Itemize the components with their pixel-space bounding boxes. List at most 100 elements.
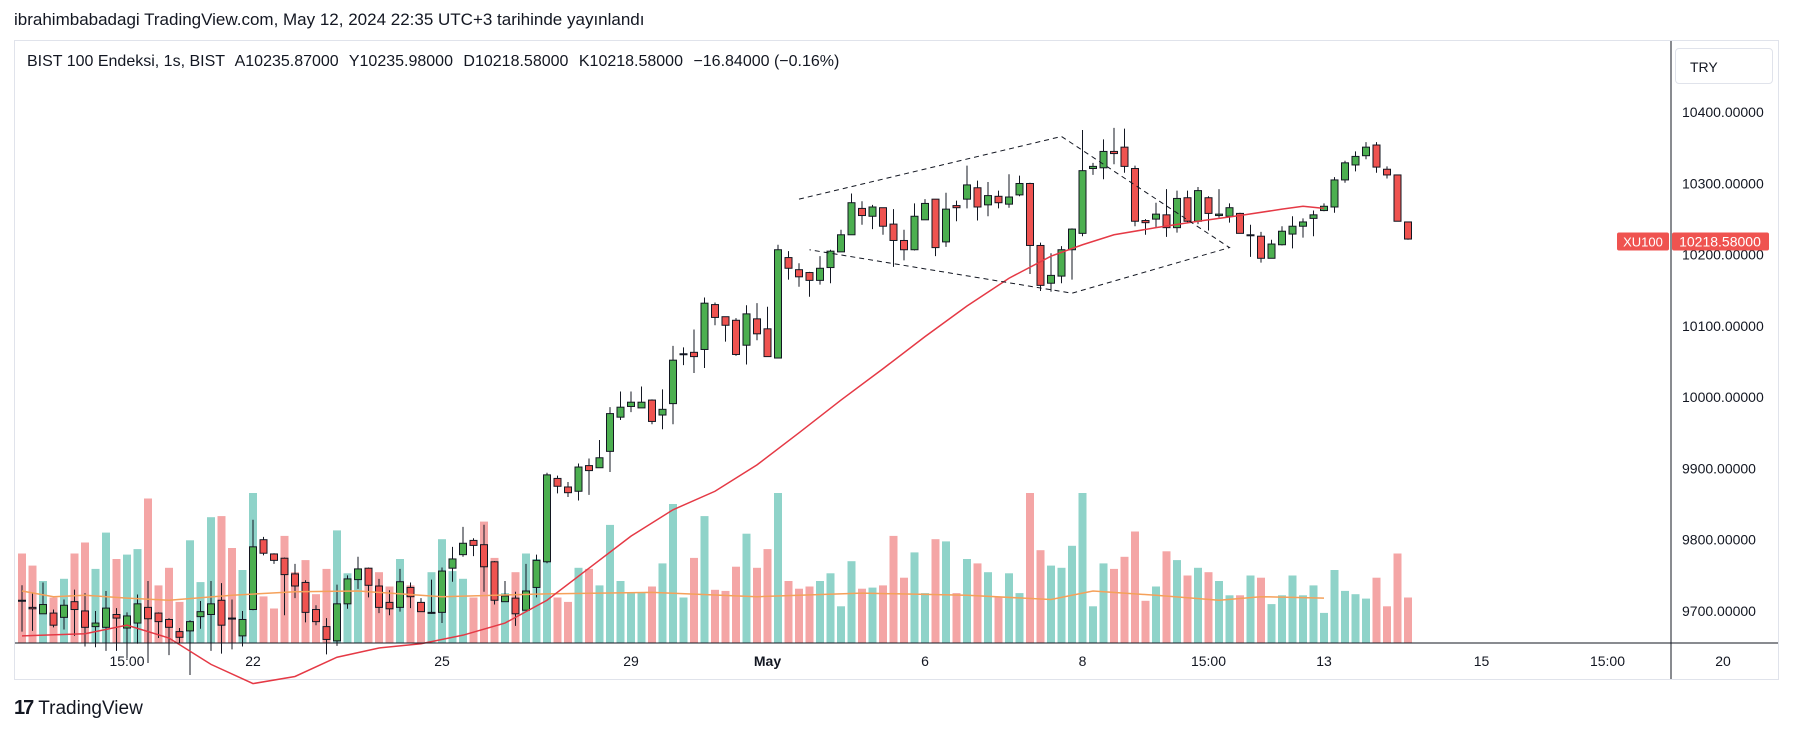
candle-body [753,318,761,335]
volume-bar [501,593,509,643]
volume-bar [942,541,950,643]
volume-bar [837,606,845,643]
symbol-tag-label: XU100 [1623,234,1663,249]
candle-body [616,406,625,418]
candle-body [438,570,446,613]
candle-body [60,604,68,618]
volume-bar [1173,560,1181,643]
volume-bar [963,559,971,643]
volume-bar [816,581,824,643]
volume-bar [1141,600,1150,643]
candle-body [49,612,58,626]
volume-bar [1330,570,1339,643]
volume-bar [448,571,457,643]
candle-body [1257,235,1265,259]
volume-bar [616,581,625,643]
volume-bar [994,597,1003,643]
volume-bar [784,581,793,643]
candle-body [249,546,257,611]
price-tick-label: 10200.00000 [1682,247,1764,263]
candle-body [1078,170,1087,234]
candle-body [81,610,89,628]
volume-bar [627,593,635,643]
volume-bar [585,568,593,643]
volume-bar [1404,597,1412,643]
candle-body [385,601,394,610]
candle-body [595,457,604,469]
candle-body [1383,168,1391,176]
volume-ma-line [21,590,1325,602]
legend-high-value: 10235.98000 [359,53,453,70]
price-tick-label: 10300.00000 [1682,175,1764,191]
volume-bar [826,573,835,643]
legend-high-label: Y [348,53,360,70]
price-tick-label: 10100.00000 [1682,318,1764,334]
candle-body [1267,243,1276,259]
legend-symbol[interactable]: BIST 100 Endeksi, 1s, BIST [27,53,226,70]
candle-body [1110,150,1118,155]
volume-bar [1257,577,1265,643]
candle-body [1026,182,1034,246]
volume-bar [217,516,226,643]
price-tick-label: 9800.00000 [1682,532,1756,548]
volume-bar [259,596,268,643]
candle-body [39,604,47,615]
volume-bar [1120,556,1129,643]
volume-bar [952,593,961,643]
volume-bar [1015,593,1024,643]
candle-body [700,302,709,350]
candle-body [91,622,100,628]
volume-bar [1110,568,1118,643]
last-price-label: 10218.58000 [1679,233,1761,249]
volume-bar [879,585,887,643]
legend-close: K10218.58000 [579,53,683,70]
candle-body [375,585,383,608]
currency-button[interactable]: TRY [1675,48,1773,84]
tradingview-logo-icon: 17 [14,697,34,719]
candle-body [511,597,520,615]
candle-body [259,539,268,554]
tradingview-logo[interactable]: 17 TradingView [14,697,143,720]
price-tick-label: 10400.00000 [1682,104,1764,120]
volume-bar [574,567,583,643]
candle-body [805,272,814,281]
volume-bar [291,572,299,643]
candle-body [532,559,541,588]
volume-bar [1320,612,1328,643]
volume-bar [1162,551,1171,643]
moving-average-line [21,205,1325,685]
volume-bar [910,552,919,643]
volume-bar [984,572,992,643]
candle-body [1089,165,1097,170]
candle-body [1036,244,1045,286]
candle-body [1120,146,1129,167]
candle-body [427,611,436,614]
volume-bar [847,561,856,643]
candle-body [1215,213,1223,217]
chart-frame [14,40,1779,680]
symbol-tag-box [1617,232,1669,251]
candle-body [1330,179,1339,208]
volume-bar [889,535,898,643]
volume-bar [144,498,152,643]
candle-body [1141,220,1150,224]
volume-bar [721,590,730,643]
volume-bar [700,516,709,643]
candle-body [784,257,793,269]
volume-bar [1183,575,1192,643]
volume-bar [175,601,184,643]
time-tick-label: 15:00 [109,653,144,669]
last-price-box [1672,232,1769,251]
candle-body [228,617,236,620]
candle-body [711,304,719,318]
candle-layer [18,127,1412,676]
volume-bar [1236,595,1244,643]
volume-bar [532,559,541,643]
price-tick-label: 10000.00000 [1682,389,1764,405]
candle-body [1204,197,1213,214]
volume-bar [1005,573,1013,643]
candle-body [1372,144,1381,168]
candle-body [721,316,730,326]
volume-bar [102,532,110,643]
